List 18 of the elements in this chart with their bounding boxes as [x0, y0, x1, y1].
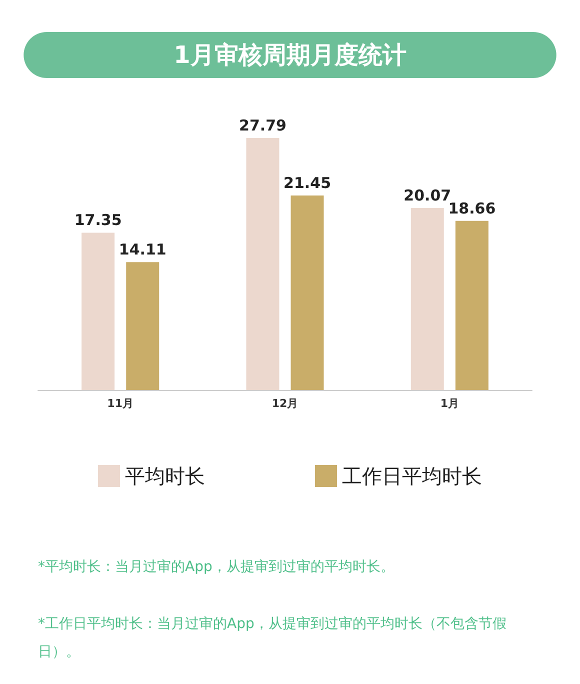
data-label: 27.79	[239, 116, 286, 135]
bar	[82, 232, 115, 390]
bar	[455, 220, 488, 390]
text: *平均时长：当月过审的App，从提审到过审的平均时长。	[38, 559, 394, 575]
bar	[290, 196, 324, 390]
bar	[246, 138, 280, 390]
bar	[126, 262, 160, 390]
text: *工作日平均时长：当月过审的App，从提审到过审的平均时长（不包含节假日）。	[38, 616, 506, 660]
data-label: 17.35	[74, 211, 122, 230]
x-tick-label: 1月	[440, 397, 459, 410]
x-tick-label: 11月	[107, 397, 134, 410]
chart-title: 1月审核周期月度统计	[174, 41, 406, 69]
data-label: 21.45	[284, 174, 331, 192]
legend-label: 平均时长	[125, 464, 205, 488]
data-label: 14.11	[118, 240, 166, 259]
x-tick-label: 12月	[272, 397, 298, 410]
legend-label: 工作日平均时长	[342, 464, 482, 488]
bar	[410, 208, 444, 390]
